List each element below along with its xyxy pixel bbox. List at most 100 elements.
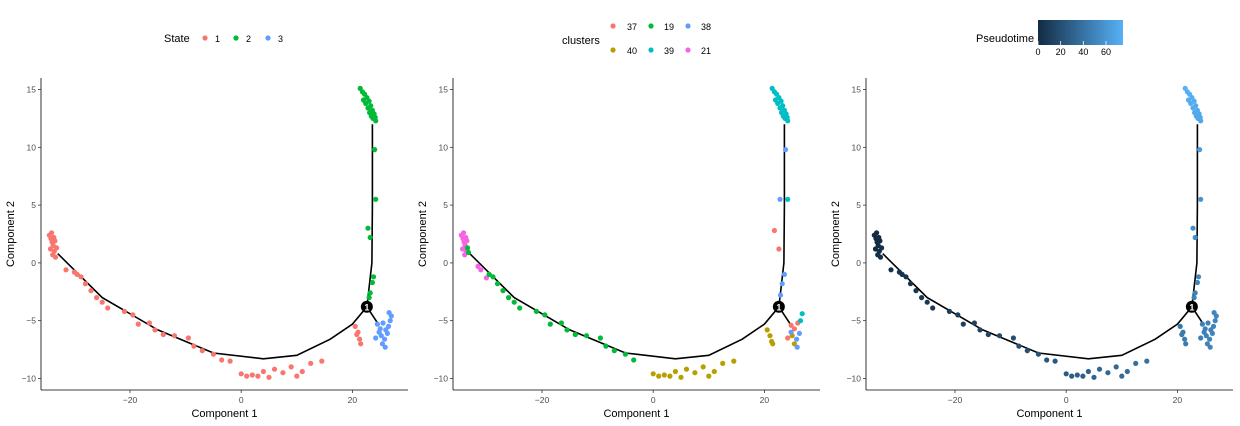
data-point <box>511 299 517 305</box>
data-point <box>105 305 111 311</box>
data-point <box>692 370 698 376</box>
y-tick-label: −10 <box>434 373 449 383</box>
data-point <box>913 288 919 294</box>
legend-swatch-1 <box>202 35 208 41</box>
data-point <box>146 320 152 326</box>
branch-point-label: 1 <box>776 302 781 312</box>
data-point <box>631 357 637 363</box>
x-tick-label: 20 <box>1173 395 1183 405</box>
data-point <box>779 281 785 287</box>
data-point <box>788 329 794 335</box>
legend-label-1: 1 <box>215 34 220 44</box>
data-point <box>1194 279 1200 286</box>
legend-label-21: 21 <box>701 46 711 56</box>
data-point <box>191 343 197 349</box>
data-point <box>382 344 388 350</box>
data-point <box>1010 335 1017 341</box>
data-point <box>199 348 205 354</box>
data-point <box>1205 320 1211 326</box>
data-point <box>924 299 930 305</box>
data-point <box>791 326 798 332</box>
y-tick-label: 0 <box>856 258 861 268</box>
x-tick-label: 0 <box>239 395 244 405</box>
data-point <box>683 366 690 372</box>
data-point <box>1113 364 1119 370</box>
data-point <box>1024 348 1030 354</box>
state-axes: −20 0 20 −10 −5 0 5 10 15 Component 1 Component 2 <box>5 78 408 420</box>
data-point <box>294 373 300 379</box>
data-point <box>777 105 783 111</box>
data-point <box>363 100 369 106</box>
pseudotime-axes: −20 0 20 −10 −5 0 5 10 15 Component 1 Component 2 <box>830 78 1233 420</box>
data-point <box>260 368 266 375</box>
data-point <box>266 374 272 380</box>
data-point <box>872 246 879 252</box>
data-point <box>271 366 278 372</box>
data-point <box>74 271 80 277</box>
data-point <box>459 246 466 252</box>
y-tick-label: 5 <box>856 200 861 210</box>
pseudotime-legend: Pseudotime 0 20 40 60 <box>976 20 1123 57</box>
legend-swatch-38 <box>685 23 691 29</box>
data-point <box>1085 368 1091 375</box>
data-point <box>1211 310 1217 316</box>
data-point <box>1183 341 1189 347</box>
pseudotime-colorbar <box>1038 20 1123 45</box>
data-point <box>486 271 492 277</box>
pseudotime-branch-point: 1 <box>1185 300 1198 313</box>
data-point <box>1209 330 1215 336</box>
data-point <box>1069 373 1075 379</box>
data-point <box>667 373 673 379</box>
data-point <box>794 344 800 350</box>
data-point <box>971 320 978 326</box>
data-point <box>650 371 656 377</box>
data-point <box>1201 329 1207 335</box>
data-point <box>930 305 936 311</box>
data-point <box>611 348 617 354</box>
data-point <box>597 335 604 341</box>
data-point <box>82 281 89 287</box>
data-point <box>387 318 393 324</box>
data-point <box>1016 343 1022 349</box>
trajectory-main <box>469 253 780 360</box>
y-tick-label: 5 <box>443 200 448 210</box>
legend-swatch-2 <box>233 35 239 41</box>
data-point <box>877 238 883 244</box>
data-point <box>1124 368 1130 375</box>
data-point <box>767 333 773 339</box>
data-point <box>1035 351 1041 357</box>
data-point <box>380 320 386 326</box>
data-point <box>706 373 712 379</box>
y-tick-label: 15 <box>439 85 449 95</box>
data-point <box>1119 373 1125 379</box>
data-point <box>373 118 379 124</box>
trajectory-main <box>882 253 1193 360</box>
data-point <box>764 327 770 333</box>
data-point <box>877 254 884 260</box>
branch-point-label: 1 <box>364 302 369 312</box>
data-point <box>547 321 553 327</box>
data-point <box>88 288 94 294</box>
data-point <box>731 358 737 364</box>
y-tick-label: −5 <box>438 316 448 326</box>
data-point <box>319 358 325 364</box>
data-point <box>152 327 158 333</box>
data-point <box>1074 372 1080 378</box>
data-point <box>1193 103 1199 109</box>
y-tick-label: 10 <box>852 142 862 152</box>
x-tick-label: 20 <box>760 395 770 405</box>
state-trajectory <box>57 124 380 360</box>
x-tick-label: −20 <box>123 395 138 405</box>
data-point <box>1190 225 1196 231</box>
clusters-axes: −20 0 20 −10 −5 0 5 10 15 Component 1 Component 2 <box>417 78 820 420</box>
data-point <box>490 274 496 280</box>
data-point <box>506 295 512 301</box>
legend-label-3: 3 <box>278 34 283 44</box>
x-tick-label: 0 <box>651 395 656 405</box>
pseudotime-panel: Pseudotime 0 20 40 60 −20 0 20 −10 −5 0 5 10 15 Comp… <box>830 20 1233 420</box>
y-tick-label: 15 <box>852 85 862 95</box>
data-point <box>238 371 244 377</box>
data-point <box>299 368 305 375</box>
legend-label-39: 39 <box>664 46 674 56</box>
x-tick-label: 0 <box>1064 395 1069 405</box>
